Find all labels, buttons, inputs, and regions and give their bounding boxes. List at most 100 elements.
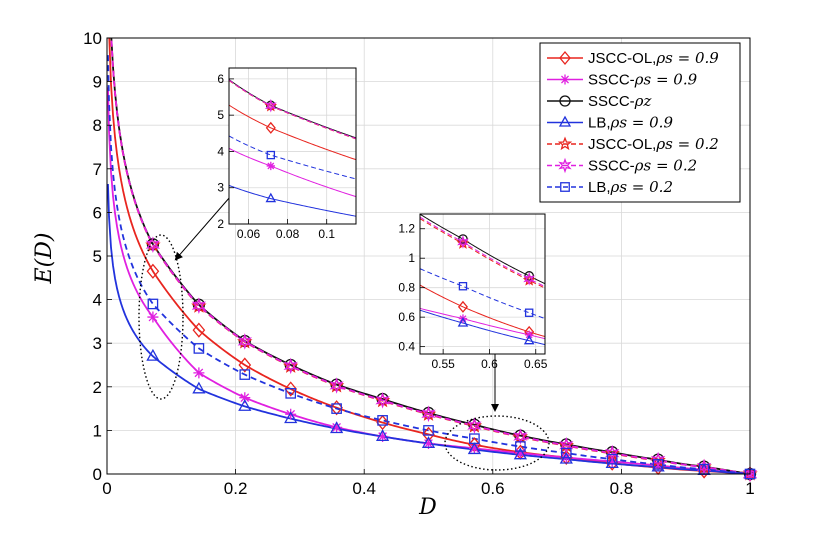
main-marker-series-6-9	[560, 447, 572, 459]
inset-left-frame	[228, 67, 357, 225]
main-marker-series-5-4	[329, 377, 344, 394]
main-marker-series-3-13	[743, 466, 757, 479]
inset-right-ytick-label-2: 0.8	[398, 281, 415, 295]
inset-left-ytick-label-1: 3	[217, 181, 224, 195]
main-marker-series-0-9	[559, 449, 573, 466]
main-marker-series-1-1	[193, 367, 205, 379]
inset-left-marker-series-5-0	[264, 98, 277, 113]
main-marker-series-3-8	[513, 447, 527, 460]
main-marker-series-3-7	[467, 442, 482, 455]
main-marker-series-3-11	[651, 459, 665, 472]
main-marker-series-6-7	[469, 433, 480, 445]
main-marker-series-6-3	[285, 388, 297, 399]
inset-right-line-series-5	[420, 216, 545, 288]
main-ytick-label-5: 5	[93, 247, 102, 266]
main-marker-series-6-2	[239, 369, 251, 380]
main-marker-series-3-4	[330, 421, 344, 434]
main-marker-series-5-5	[375, 392, 390, 409]
main-marker-series-5-8	[513, 428, 528, 445]
inset-left-ytick-label-0: 2	[217, 217, 224, 231]
inset-right-marker-series-6-8	[524, 308, 534, 317]
main-marker-series-1-7	[468, 442, 480, 454]
legend: JSCC-OL,ρs = 0.9 SSCC-ρs = 0.9 SSCC-ρz LB,ρ…	[547, 49, 719, 196]
x-axis-label: D	[418, 495, 437, 520]
main-xtick-label-3: 0.6	[481, 479, 505, 498]
main-marker-series-1-0	[147, 311, 159, 323]
main-xtick-label-1: 0.2	[224, 479, 248, 498]
inset-left-line-series-6	[229, 135, 356, 180]
main-marker-series-1-4	[331, 421, 343, 433]
main-marker-series-6-8	[515, 441, 526, 452]
main-marker-series-0-3	[284, 381, 298, 397]
main-ytick-label-2: 2	[93, 378, 102, 397]
main-marker-series-0-0	[146, 263, 160, 279]
main-marker-series-3-6	[421, 436, 436, 448]
main-marker-series-5-7	[467, 417, 482, 434]
main-marker-series-1-5	[377, 431, 389, 443]
main-marker-series-3-10	[605, 456, 619, 469]
inset-left-ytick-label-4: 6	[217, 72, 224, 86]
main-marker-series-3-5	[375, 429, 390, 442]
legend-marker-3	[558, 115, 572, 127]
main-marker-series-3-2	[238, 399, 252, 411]
main-xtick-label-0: 0	[102, 479, 111, 498]
inset-right-ticks: 0.55 0.6 0.65 0.4 0.6 0.8 1 1.2	[398, 222, 547, 371]
main-marker-series-6-1	[193, 343, 205, 354]
main-ytick-label-10: 10	[83, 29, 102, 48]
legend-label-6: LB,ρs = 0.2	[588, 178, 673, 196]
main-ytick-label-0: 0	[93, 465, 102, 484]
legend-label-4: JSCC-OL,ρs = 0.2	[588, 135, 719, 153]
main-xtick-label-2: 0.4	[352, 479, 376, 498]
main-marker-series-6-11	[652, 459, 664, 470]
inset-left-marker-series-6-0	[266, 150, 276, 160]
inset-right: 0.55 0.6 0.65 0.4 0.6 0.8 1 1.2	[398, 214, 548, 371]
main-marker-series-5-13	[742, 465, 758, 483]
inset-left-markers	[264, 98, 278, 203]
inset-right-marker-series-3-7	[457, 317, 469, 327]
inset-right-marker-series-6-7	[458, 281, 468, 291]
main-marker-series-5-10	[605, 444, 620, 462]
main-marker-series-6-10	[606, 453, 618, 465]
main-marker-series-5-3	[283, 357, 298, 375]
main-marker-series-5-0	[145, 236, 161, 253]
inset-left-line-series-3	[229, 184, 356, 217]
inset-right-line-series-0	[420, 284, 545, 338]
main-marker-series-6-4	[331, 403, 342, 414]
inset-left-background	[229, 68, 356, 224]
inset-right-line-series-2	[420, 214, 545, 285]
inset-right-line-series-4	[420, 218, 545, 289]
inset-left-ytick-label-2: 4	[217, 144, 224, 158]
inset-left-line-series-0	[229, 104, 356, 161]
main-marker-series-5-1	[191, 297, 207, 315]
inset-right-line-series-6	[420, 268, 545, 320]
inset-left-marker-series-0-0	[265, 121, 276, 134]
inset-left-series	[229, 79, 356, 217]
main-marker-series-5-9	[559, 436, 574, 454]
main-markers	[145, 236, 758, 483]
main-marker-series-3-0	[146, 348, 160, 361]
legend-marker-4	[557, 136, 573, 151]
inset-right-xtick-label-1: 0.6	[481, 357, 498, 371]
inset-left-marker-series-1-0	[266, 161, 276, 171]
main-marker-series-5-6	[421, 405, 436, 423]
main-marker-series-5-11	[650, 451, 666, 469]
main-marker-series-1-3	[285, 408, 297, 420]
legend-label-0: JSCC-OL,ρs = 0.9	[588, 49, 719, 67]
legend-label-3: LB,ρs = 0.9	[588, 114, 673, 132]
legend-label-5: SSCC-ρs = 0.2	[588, 157, 697, 175]
inset-right-ytick-label-4: 1.2	[398, 222, 415, 236]
main-xtick-label-5: 1	[745, 479, 754, 498]
zoom-ellipse-left	[138, 234, 184, 400]
legend-label-1: SSCC-ρs = 0.9	[588, 71, 698, 89]
inset-right-ytick-label-1: 0.6	[398, 310, 415, 324]
main-line-series-6	[107, 55, 750, 474]
legend-label-2: SSCC-ρz	[588, 92, 651, 110]
inset-right-ytick-label-3: 1	[408, 251, 415, 265]
legend-marker-2	[559, 95, 571, 107]
inset-left-ticks: 0.06 0.08 0.1 2 3 4 5 6	[217, 72, 335, 241]
inset-left-marker-series-3-0	[265, 192, 277, 203]
main-ytick-label-3: 3	[93, 334, 102, 353]
zoom-arrow-left	[174, 196, 231, 261]
inset-left-ytick-label-3: 5	[217, 108, 224, 122]
